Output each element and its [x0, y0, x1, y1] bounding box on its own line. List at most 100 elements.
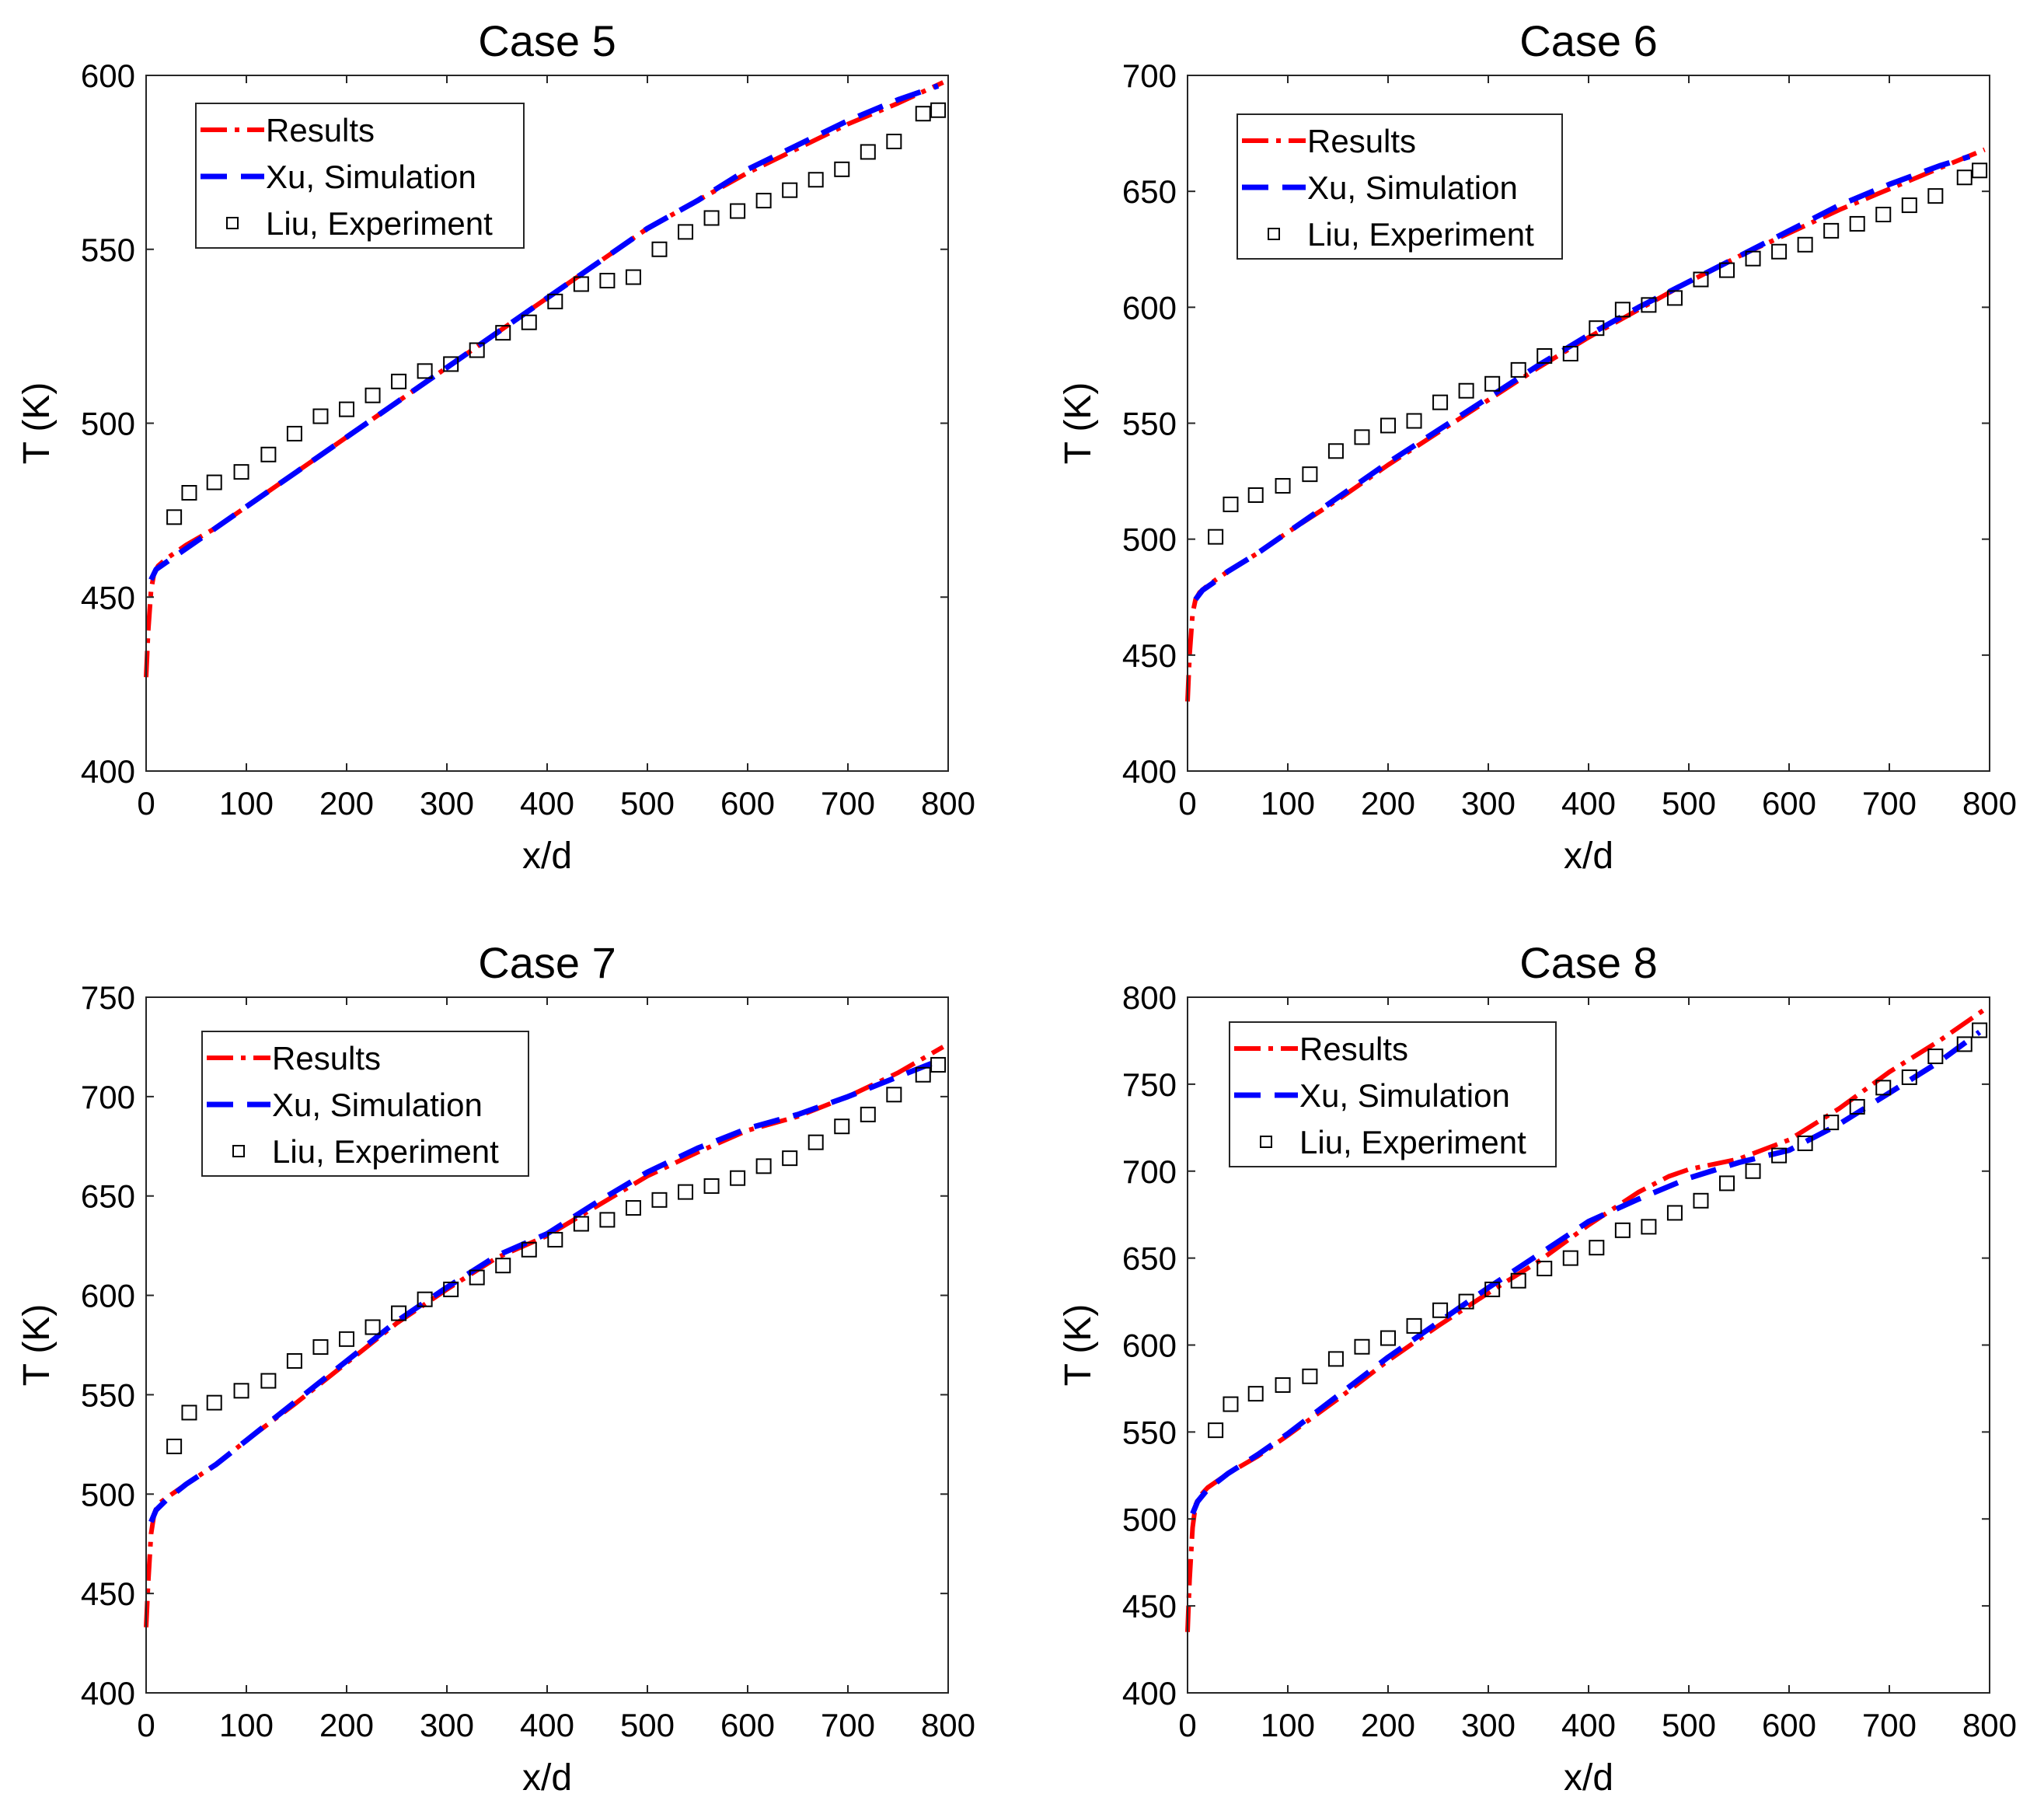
x-tick-label: 300 — [420, 785, 474, 822]
data-point — [1458, 382, 1474, 399]
data-point — [1956, 169, 1972, 186]
data-point — [1536, 1261, 1553, 1277]
data-point — [206, 1394, 222, 1411]
data-point — [1380, 417, 1396, 434]
x-tick-label: 600 — [1762, 785, 1816, 822]
data-point — [286, 425, 302, 441]
data-point — [1641, 1219, 1657, 1235]
data-point — [1247, 487, 1264, 503]
data-point — [1458, 1293, 1474, 1310]
x-axis-label: x/d — [1564, 1757, 1613, 1799]
data-point — [915, 1066, 931, 1083]
subplot-title: Case 8 — [1519, 938, 1657, 987]
series-xu-simulation-line — [148, 83, 940, 581]
series-liu-experiment — [1208, 1022, 1988, 1439]
x-tick-label: 700 — [821, 1707, 875, 1743]
y-tick-label: 700 — [81, 1079, 135, 1115]
data-point — [495, 1258, 511, 1274]
data-point — [930, 1056, 947, 1073]
subplot-title: Case 6 — [1519, 16, 1657, 65]
data-point — [755, 1158, 772, 1174]
x-tick-label: 200 — [1361, 1707, 1415, 1743]
x-tick-label: 500 — [620, 1707, 675, 1743]
y-tick-label: 400 — [1122, 1675, 1177, 1712]
legend: Results Xu, Simulation Liu, Experiment — [1229, 1021, 1557, 1167]
x-tick-label: 300 — [1461, 1707, 1516, 1743]
data-point — [1302, 466, 1318, 483]
y-tick-label: 550 — [81, 232, 135, 268]
x-tick-label: 800 — [921, 785, 975, 822]
data-point — [286, 1352, 302, 1369]
data-point — [1927, 1049, 1944, 1065]
data-point — [625, 1200, 641, 1216]
data-point — [1536, 347, 1553, 364]
x-tick-label: 400 — [1561, 785, 1616, 822]
data-point — [1901, 197, 1917, 214]
y-tick-label: 450 — [81, 579, 135, 616]
x-tick-label: 200 — [319, 1707, 374, 1743]
data-point — [547, 293, 563, 309]
data-point — [469, 1269, 485, 1286]
legend-label-xu-simulation: Xu, Simulation — [1299, 1077, 1510, 1114]
data-point — [755, 193, 772, 209]
data-point — [599, 1212, 616, 1228]
x-axis-label: x/d — [1564, 836, 1613, 877]
y-tick-label: 450 — [1122, 637, 1177, 674]
x-tick-label: 600 — [720, 785, 775, 822]
data-point — [1771, 243, 1788, 260]
data-point — [1693, 1192, 1709, 1209]
data-point — [1354, 1338, 1370, 1355]
data-point — [1562, 1250, 1578, 1266]
data-point — [1823, 222, 1840, 239]
y-axis-label: T (K) — [16, 1304, 58, 1387]
y-tick-label: 600 — [1122, 289, 1177, 326]
data-point — [1484, 1281, 1501, 1297]
y-axis-label: T (K) — [16, 382, 58, 465]
data-point — [181, 485, 197, 501]
data-point — [1432, 394, 1449, 410]
data-point — [1380, 1330, 1396, 1346]
y-tick-label: 500 — [81, 406, 135, 442]
data-point — [166, 1438, 183, 1454]
legend-label-liu-experiment: Liu, Experiment — [272, 1133, 499, 1170]
data-point — [1247, 1386, 1264, 1402]
data-point — [312, 1339, 329, 1356]
y-tick-label: 450 — [1122, 1588, 1177, 1624]
x-axis-label: x/d — [522, 1757, 572, 1799]
data-point — [625, 269, 641, 285]
y-tick-label: 450 — [81, 1575, 135, 1612]
data-point — [1849, 1098, 1865, 1115]
series-results-line — [1185, 1007, 1986, 1632]
data-point — [1641, 297, 1657, 313]
y-tick-label: 650 — [1122, 173, 1177, 210]
y-tick-label: 550 — [1122, 1414, 1177, 1450]
x-tick-label: 700 — [1862, 1707, 1917, 1743]
x-tick-label: 0 — [1178, 1707, 1196, 1743]
subplot-case-5: Case 5 x/d T (K) Results Xu, Simulation … — [16, 16, 975, 877]
data-point — [181, 1405, 197, 1421]
data-point — [834, 1118, 850, 1135]
data-point — [599, 273, 616, 289]
x-tick-label: 100 — [219, 785, 274, 822]
x-tick-label: 700 — [1862, 785, 1917, 822]
y-tick-label: 700 — [1122, 58, 1177, 94]
data-point — [417, 363, 433, 379]
data-point — [495, 325, 511, 341]
legend-marker — [1268, 228, 1280, 240]
data-point — [782, 182, 798, 198]
data-point — [1771, 1147, 1788, 1164]
y-tick-label: 650 — [81, 1178, 135, 1215]
data-point — [860, 1106, 876, 1122]
data-point — [443, 1281, 459, 1297]
series-liu-experiment — [1208, 162, 1988, 545]
x-axis-label: x/d — [522, 836, 572, 877]
data-point — [260, 446, 277, 462]
data-point — [1432, 1302, 1449, 1318]
data-point — [807, 1134, 824, 1150]
data-point — [1275, 1377, 1291, 1393]
data-point — [1666, 1205, 1683, 1221]
data-point — [886, 1087, 902, 1103]
data-point — [1354, 429, 1370, 445]
x-tick-label: 0 — [137, 785, 155, 822]
legend-label-results: Results — [1299, 1031, 1408, 1067]
